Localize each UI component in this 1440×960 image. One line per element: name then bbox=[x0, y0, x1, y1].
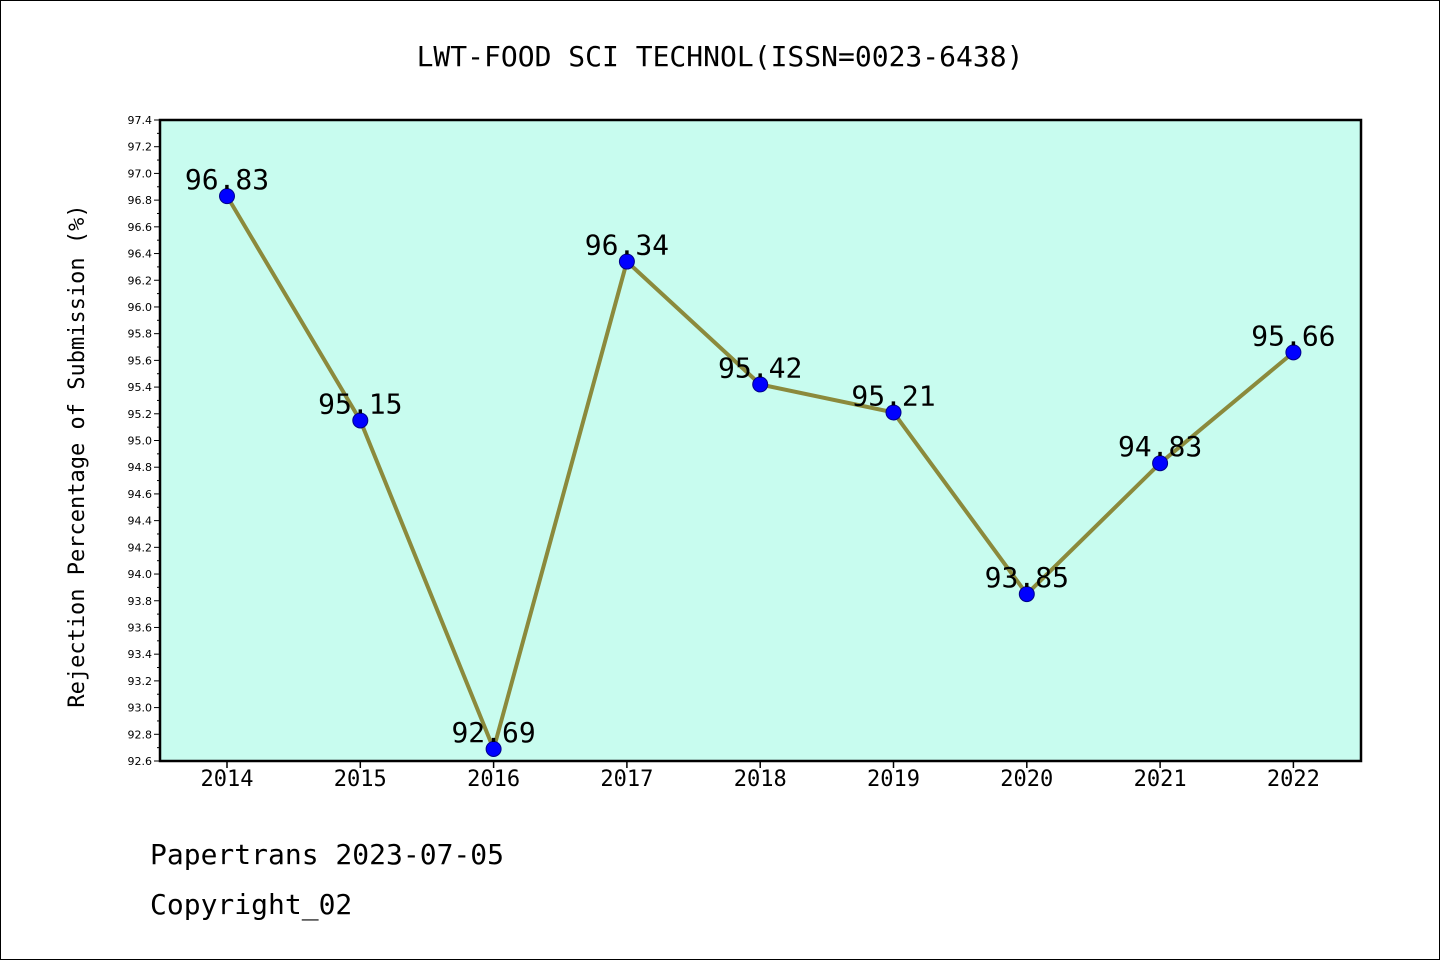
y-tick-label: 96.2 bbox=[128, 274, 153, 287]
y-tick-label: 96.0 bbox=[128, 301, 153, 314]
data-point bbox=[485, 740, 502, 757]
copyright-text: Copyright_02 bbox=[150, 888, 352, 922]
y-tick-label: 93.2 bbox=[128, 675, 153, 688]
data-point bbox=[352, 412, 369, 429]
y-tick-label: 94.0 bbox=[128, 568, 153, 581]
data-label: 94.83 bbox=[1118, 430, 1202, 463]
y-tick-label: 93.8 bbox=[128, 595, 153, 608]
data-label: 93.85 bbox=[985, 561, 1069, 594]
x-tick-label: 2016 bbox=[467, 767, 520, 792]
data-point bbox=[752, 376, 769, 393]
x-tick-label: 2021 bbox=[1134, 767, 1187, 792]
y-tick-label: 95.8 bbox=[128, 328, 153, 341]
data-point bbox=[1018, 586, 1035, 603]
data-point bbox=[618, 253, 635, 270]
x-tick-label: 2019 bbox=[867, 767, 920, 792]
y-tick-label: 93.0 bbox=[128, 702, 153, 715]
x-axis: 2014 2015 2016 2017 2018 2019 2020 2021 2022 bbox=[201, 761, 1320, 792]
y-tick-label: 94.8 bbox=[128, 461, 153, 474]
y-tick-label: 92.6 bbox=[128, 755, 153, 768]
x-tick-label: 2015 bbox=[334, 767, 387, 792]
y-tick-label: 97.2 bbox=[128, 141, 153, 154]
y-tick-label: 97.4 bbox=[128, 114, 153, 127]
y-tick-label: 92.8 bbox=[128, 728, 153, 741]
chart-title: LWT-FOOD SCI TECHNOL(ISSN=0023-6438) bbox=[417, 40, 1024, 73]
plot-area bbox=[158, 118, 1363, 763]
data-point bbox=[1152, 455, 1169, 472]
x-tick-label: 2022 bbox=[1267, 767, 1320, 792]
source-text: Papertrans 2023-07-05 bbox=[150, 838, 504, 871]
series-points-group bbox=[219, 188, 1302, 757]
data-point bbox=[885, 404, 902, 421]
data-label: 95.66 bbox=[1251, 319, 1335, 352]
y-tick-label: 94.6 bbox=[128, 488, 153, 501]
data-label: 95.42 bbox=[718, 351, 802, 384]
y-tick-label: 94.2 bbox=[128, 541, 153, 554]
data-label: 95.15 bbox=[318, 387, 402, 420]
y-tick-label: 96.6 bbox=[128, 221, 153, 234]
data-label: 96.34 bbox=[585, 229, 669, 262]
y-tick-label: 94.4 bbox=[128, 515, 153, 528]
data-point bbox=[1285, 344, 1302, 361]
y-axis-label: Rejection Percentage of Submission (%) bbox=[65, 204, 90, 707]
y-tick-label: 93.4 bbox=[128, 648, 153, 661]
y-tick-label: 95.4 bbox=[128, 381, 153, 394]
data-label: 96.83 bbox=[185, 163, 269, 196]
x-tick-label: 2017 bbox=[600, 767, 653, 792]
y-tick-label: 96.4 bbox=[128, 248, 153, 261]
y-tick-label: 95.2 bbox=[128, 408, 153, 421]
y-tick-label: 93.6 bbox=[128, 621, 153, 634]
y-tick-label: 96.8 bbox=[128, 194, 153, 207]
y-tick-label: 97.0 bbox=[128, 167, 153, 180]
data-labels-group: 96.83 95.15 92.69 96.34 95.42 95.21 93.85 94.83… bbox=[185, 163, 1336, 749]
x-tick-label: 2014 bbox=[201, 767, 254, 792]
y-tick-label: 95.0 bbox=[128, 435, 153, 448]
data-label: 92.69 bbox=[451, 716, 535, 749]
data-label: 95.21 bbox=[851, 379, 935, 412]
y-tick-label: 95.6 bbox=[128, 354, 153, 367]
y-axis: 92.6 92.8 93.0 93.2 93.4 93.6 93.8 94.0 94.2 94.4… bbox=[128, 114, 160, 768]
data-point bbox=[219, 188, 235, 205]
x-tick-label: 2018 bbox=[734, 767, 787, 792]
x-tick-label: 2020 bbox=[1000, 767, 1053, 792]
